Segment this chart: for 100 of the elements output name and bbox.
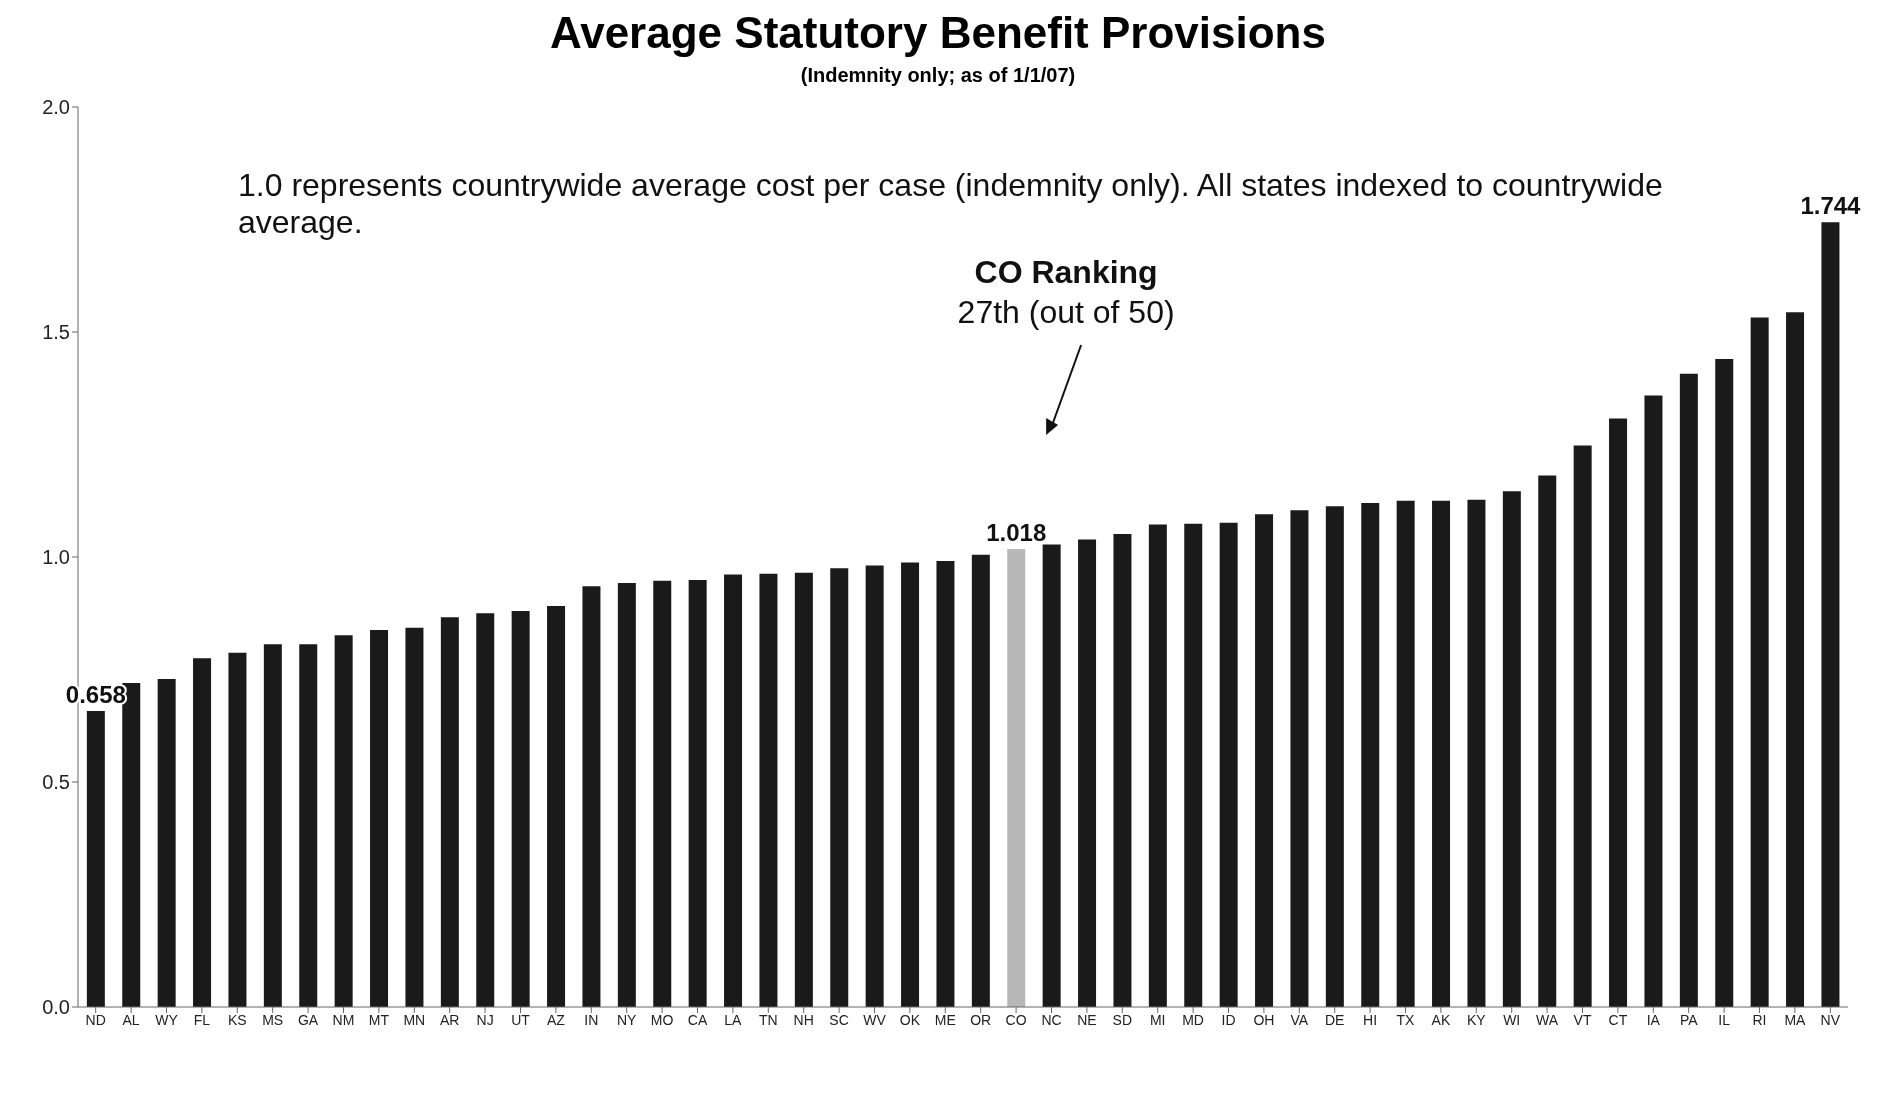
- bar: [582, 586, 601, 1007]
- bar: [1396, 500, 1415, 1007]
- x-tick-label: HI: [1363, 1011, 1378, 1028]
- x-tick-label: IL: [1718, 1011, 1731, 1028]
- bar: [193, 658, 212, 1007]
- bar: [511, 611, 530, 1007]
- x-tick-label: WY: [155, 1011, 179, 1028]
- x-tick-label: AK: [1431, 1011, 1451, 1028]
- x-tick-label: WA: [1536, 1011, 1559, 1028]
- x-tick-label: NY: [616, 1011, 638, 1028]
- x-tick-label: PA: [1679, 1011, 1699, 1028]
- bar: [1078, 539, 1097, 1007]
- annotation: CO Ranking 27th (out of 50): [957, 254, 1175, 330]
- bar: [370, 629, 389, 1007]
- x-tick-label: KY: [1466, 1011, 1487, 1028]
- bar: [936, 561, 955, 1007]
- bar: [865, 565, 884, 1007]
- x-tick-label: NV: [1820, 1011, 1841, 1028]
- x-tick-label: MI: [1149, 1011, 1166, 1028]
- bar: [1644, 395, 1663, 1007]
- x-tick-label: NJ: [476, 1011, 494, 1028]
- x-tick-label: MN: [403, 1011, 426, 1028]
- x-tick-label: OK: [899, 1011, 921, 1028]
- data-label: 1.744: [1800, 192, 1862, 220]
- x-tick-label: NH: [793, 1011, 814, 1028]
- bar: [1148, 524, 1167, 1007]
- x-tick-label: IA: [1646, 1011, 1661, 1028]
- bar: [1538, 475, 1557, 1007]
- bar: [794, 572, 813, 1007]
- bar: [1715, 359, 1734, 1007]
- bar: [1255, 514, 1274, 1007]
- chart-title: Average Statutory Benefit Provisions: [549, 8, 1327, 58]
- bar: [724, 574, 743, 1007]
- x-tick-label: MS: [262, 1011, 284, 1028]
- bar: [759, 573, 778, 1007]
- bar: [228, 652, 247, 1007]
- x-tick-label: VA: [1290, 1011, 1309, 1028]
- x-tick-label: NE: [1077, 1011, 1097, 1028]
- x-tick-label: UT: [511, 1011, 531, 1028]
- x-tick-label: WV: [863, 1011, 887, 1028]
- x-tick-label: MA: [1784, 1011, 1807, 1028]
- x-tick-label: AZ: [546, 1011, 566, 1028]
- bar: [1007, 548, 1026, 1007]
- bar: [157, 678, 176, 1007]
- bar: [1361, 503, 1380, 1007]
- x-tick-label: VT: [1573, 1011, 1592, 1028]
- bar: [1609, 418, 1628, 1007]
- bar: [1679, 373, 1698, 1007]
- bar: [830, 568, 849, 1007]
- y-tick-label: 1.5: [42, 321, 70, 344]
- chart-subtitle: (Indemnity only; as of 1/1/07): [799, 64, 1077, 87]
- bar: [1432, 500, 1451, 1007]
- x-tick-label: KS: [227, 1011, 247, 1028]
- bar: [1786, 312, 1805, 1007]
- x-tick-label: MD: [1182, 1011, 1204, 1028]
- x-tick-label: ME: [934, 1011, 956, 1028]
- bar: [1184, 523, 1203, 1007]
- bar: [688, 579, 707, 1007]
- x-tick-label: TX: [1396, 1011, 1416, 1028]
- x-tick-label: FL: [193, 1011, 211, 1028]
- x-tick-label: WI: [1503, 1011, 1521, 1028]
- y-tick-label: 0.5: [42, 771, 70, 794]
- bar: [1325, 506, 1344, 1007]
- bar: [334, 635, 353, 1007]
- bar: [617, 583, 636, 1007]
- x-tick-label: LA: [724, 1011, 743, 1028]
- x-tick-label: NC: [1041, 1011, 1062, 1028]
- x-tick-label: AL: [122, 1011, 140, 1028]
- bar: [971, 554, 990, 1007]
- y-tick-label: 1.0: [42, 546, 70, 569]
- bar: [1219, 522, 1238, 1007]
- bar: [476, 613, 495, 1007]
- x-tick-label: DE: [1324, 1011, 1345, 1028]
- y-tick-label: 2.0: [42, 96, 70, 119]
- bar: [440, 617, 459, 1007]
- bar: [1467, 499, 1486, 1007]
- x-tick-label: GA: [297, 1011, 319, 1028]
- x-tick-label: ID: [1221, 1011, 1236, 1028]
- x-tick-label: CA: [687, 1011, 708, 1028]
- bar: [653, 580, 672, 1007]
- x-tick-label: RI: [1752, 1011, 1767, 1028]
- bar: [1502, 491, 1521, 1007]
- bar: [263, 644, 282, 1007]
- y-tick-label: 0.0: [42, 996, 70, 1019]
- x-tick-label: CT: [1608, 1011, 1628, 1028]
- x-tick-label: MO: [650, 1011, 674, 1028]
- x-tick-label: MT: [368, 1011, 390, 1028]
- x-tick-label: AR: [439, 1011, 460, 1028]
- bar: [901, 562, 920, 1007]
- bar: [299, 644, 318, 1007]
- bar: [1750, 317, 1769, 1007]
- bar: [1573, 445, 1592, 1007]
- bar: [1821, 222, 1840, 1007]
- x-tick-label: TN: [758, 1011, 778, 1028]
- x-tick-label: IN: [584, 1011, 599, 1028]
- x-tick-label: SD: [1112, 1011, 1133, 1028]
- x-tick-label: OH: [1253, 1011, 1275, 1028]
- bar: [1290, 510, 1309, 1007]
- x-tick-label: OR: [970, 1011, 992, 1028]
- bar: [86, 710, 105, 1007]
